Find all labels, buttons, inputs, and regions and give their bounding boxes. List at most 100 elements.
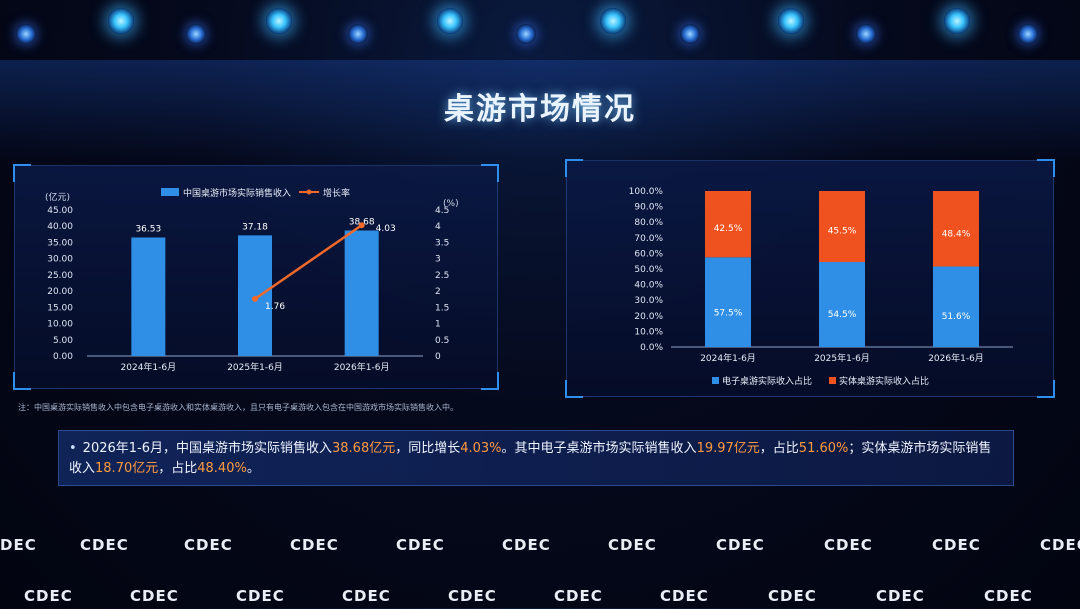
y-tick-label: 40.00 [47,222,73,232]
y-axis-unit: (亿元) [45,191,70,203]
y-tick-label: 0.0% [640,343,663,353]
y-tick-label: 10.00 [47,320,73,330]
cdec-logo: CDEC [80,536,129,554]
y-tick-label: 70.0% [634,234,663,244]
growth-line [254,224,363,300]
stage-light-icon [348,24,368,44]
y2-tick-label: 4 [435,222,441,232]
stage-light-icon [1018,24,1038,44]
cdec-logo: CDEC [876,587,925,605]
x-tick-label: 2025年1-6月 [814,352,870,364]
physical-share-label: 45.5% [828,227,857,237]
y-tick-label: 90.0% [634,203,663,213]
physical-share-bar [705,191,751,258]
summary-box: • 2026年1-6月，中国桌游市场实际销售收入38.68亿元，同比增长4.03%… [58,430,1014,486]
stage-light-icon [680,24,700,44]
summary-part: ，占比 [158,461,198,476]
revenue-chart: (亿元) (%) 0.00 5.00 10.00 15.00 20.00 25.00 30.00… [45,187,459,373]
cdec-logo: CDEC [660,587,709,605]
stage-light-icon [856,24,876,44]
stage-lights [0,0,1080,60]
y-tick-label: 15.00 [47,303,73,313]
summary-text: • 2026年1-6月，中国桌游市场实际销售收入38.68亿元，同比增长4.03%… [69,439,1004,479]
summary-highlight: 48.40% [197,461,247,476]
share-chart-panel: 0.0% 10.0% 20.0% 30.0% 40.0% 50.0% 60.0% 70.0% 8… [565,159,1055,398]
y-tick-label: 100.0% [629,187,664,197]
summary-part: ，占比 [759,441,799,456]
x-tick-label: 2024年1-6月 [121,361,177,373]
digital-share-bar [705,257,751,347]
stage-light-icon [944,8,970,34]
y-tick-label: 10.0% [634,327,663,337]
cdec-logo: CDEC [768,587,817,605]
summary-part: 2026年1-6月，中国桌游市场实际销售收入 [82,441,332,456]
cdec-logo: CDEC [554,587,603,605]
cdec-logo: CDEC [716,536,765,554]
y2-tick-label: 4.5 [435,206,449,216]
physical-share-bar [933,191,979,267]
summary-highlight: 38.68亿元 [332,441,396,456]
y2-tick-label: 3.5 [435,238,449,248]
stage-light-icon [600,8,626,34]
cdec-logo: CDEC [984,587,1033,605]
summary-highlight: 51.60% [798,441,849,456]
growth-point [252,295,258,302]
digital-share-label: 51.6% [942,312,971,322]
stage-light-icon [266,8,292,34]
x-tick-label: 2024年1-6月 [700,352,756,364]
y-tick-label: 45.00 [47,206,73,216]
growth-point [358,222,365,229]
y2-tick-label: 1 [435,320,441,330]
y-tick-label: 35.00 [47,238,73,248]
cdec-logo: CDEC [448,587,497,605]
digital-share-label: 57.5% [714,309,743,319]
cdec-logo: CDEC [1040,536,1080,554]
stage-light-icon [437,8,463,34]
y-tick-label: 30.00 [47,255,73,265]
y2-tick-label: 0 [435,352,441,362]
digital-share-label: 54.5% [828,310,857,320]
legend-swatch-bar [161,188,179,196]
y-tick-label: 50.0% [634,265,663,275]
share-chart: 0.0% 10.0% 20.0% 30.0% 40.0% 50.0% 60.0% 70.0% 8… [629,187,1013,387]
y-tick-label: 30.0% [634,296,663,306]
physical-share-label: 42.5% [714,224,743,234]
stage-light-icon [108,8,134,34]
cdec-logo: CDEC [932,536,981,554]
x-tick-label: 2026年1-6月 [334,361,390,373]
chart-footnote: 注：中国桌游实际销售收入中包含电子桌游收入和实体桌游收入，且只有电子桌游收入包含… [18,403,458,412]
revenue-bar [238,235,272,356]
summary-part: ；实体桌游市场实际销售收入 [69,441,992,476]
legend-label-physical: 实体桌游实际收入占比 [839,375,929,387]
legend-label-digital: 电子桌游实际收入占比 [722,375,812,387]
summary-part: ，同比增长 [395,441,461,456]
logo-row-1: CDEC CDEC CDEC CDEC CDEC CDEC CDEC CDEC … [0,536,1080,558]
legend-swatch-physical [829,377,836,384]
growth-label: 4.03 [376,224,396,234]
summary-highlight: 18.70亿元 [95,461,159,476]
cdec-logo: CDEC [184,536,233,554]
stage-light-icon [16,24,36,44]
y2-tick-label: 2.5 [435,271,449,281]
cdec-logo: CDEC [24,587,73,605]
page-title: 桌游市场情况 [444,92,636,127]
y-tick-label: 5.00 [53,336,73,346]
cdec-logo: CDEC [342,587,391,605]
cdec-logo: CDEC [502,536,551,554]
y2-axis-unit: (%) [443,199,459,209]
bullet: • [69,441,77,456]
cdec-logo: CDEC [236,587,285,605]
y-tick-label: 0.00 [53,352,73,362]
summary-part: 。 [246,461,260,476]
y-tick-label: 20.00 [47,287,73,297]
stage-light-icon [778,8,804,34]
y-tick-label: 20.0% [634,312,663,322]
stage-light-icon [516,24,536,44]
digital-share-bar [933,266,979,347]
cdec-logo: CDEC [130,587,179,605]
stage-light-icon [186,24,206,44]
legend-swatch-digital [712,377,719,384]
cdec-logo: CDEC [608,536,657,554]
y-tick-label: 60.0% [634,249,663,259]
y2-tick-label: 1.5 [435,303,449,313]
